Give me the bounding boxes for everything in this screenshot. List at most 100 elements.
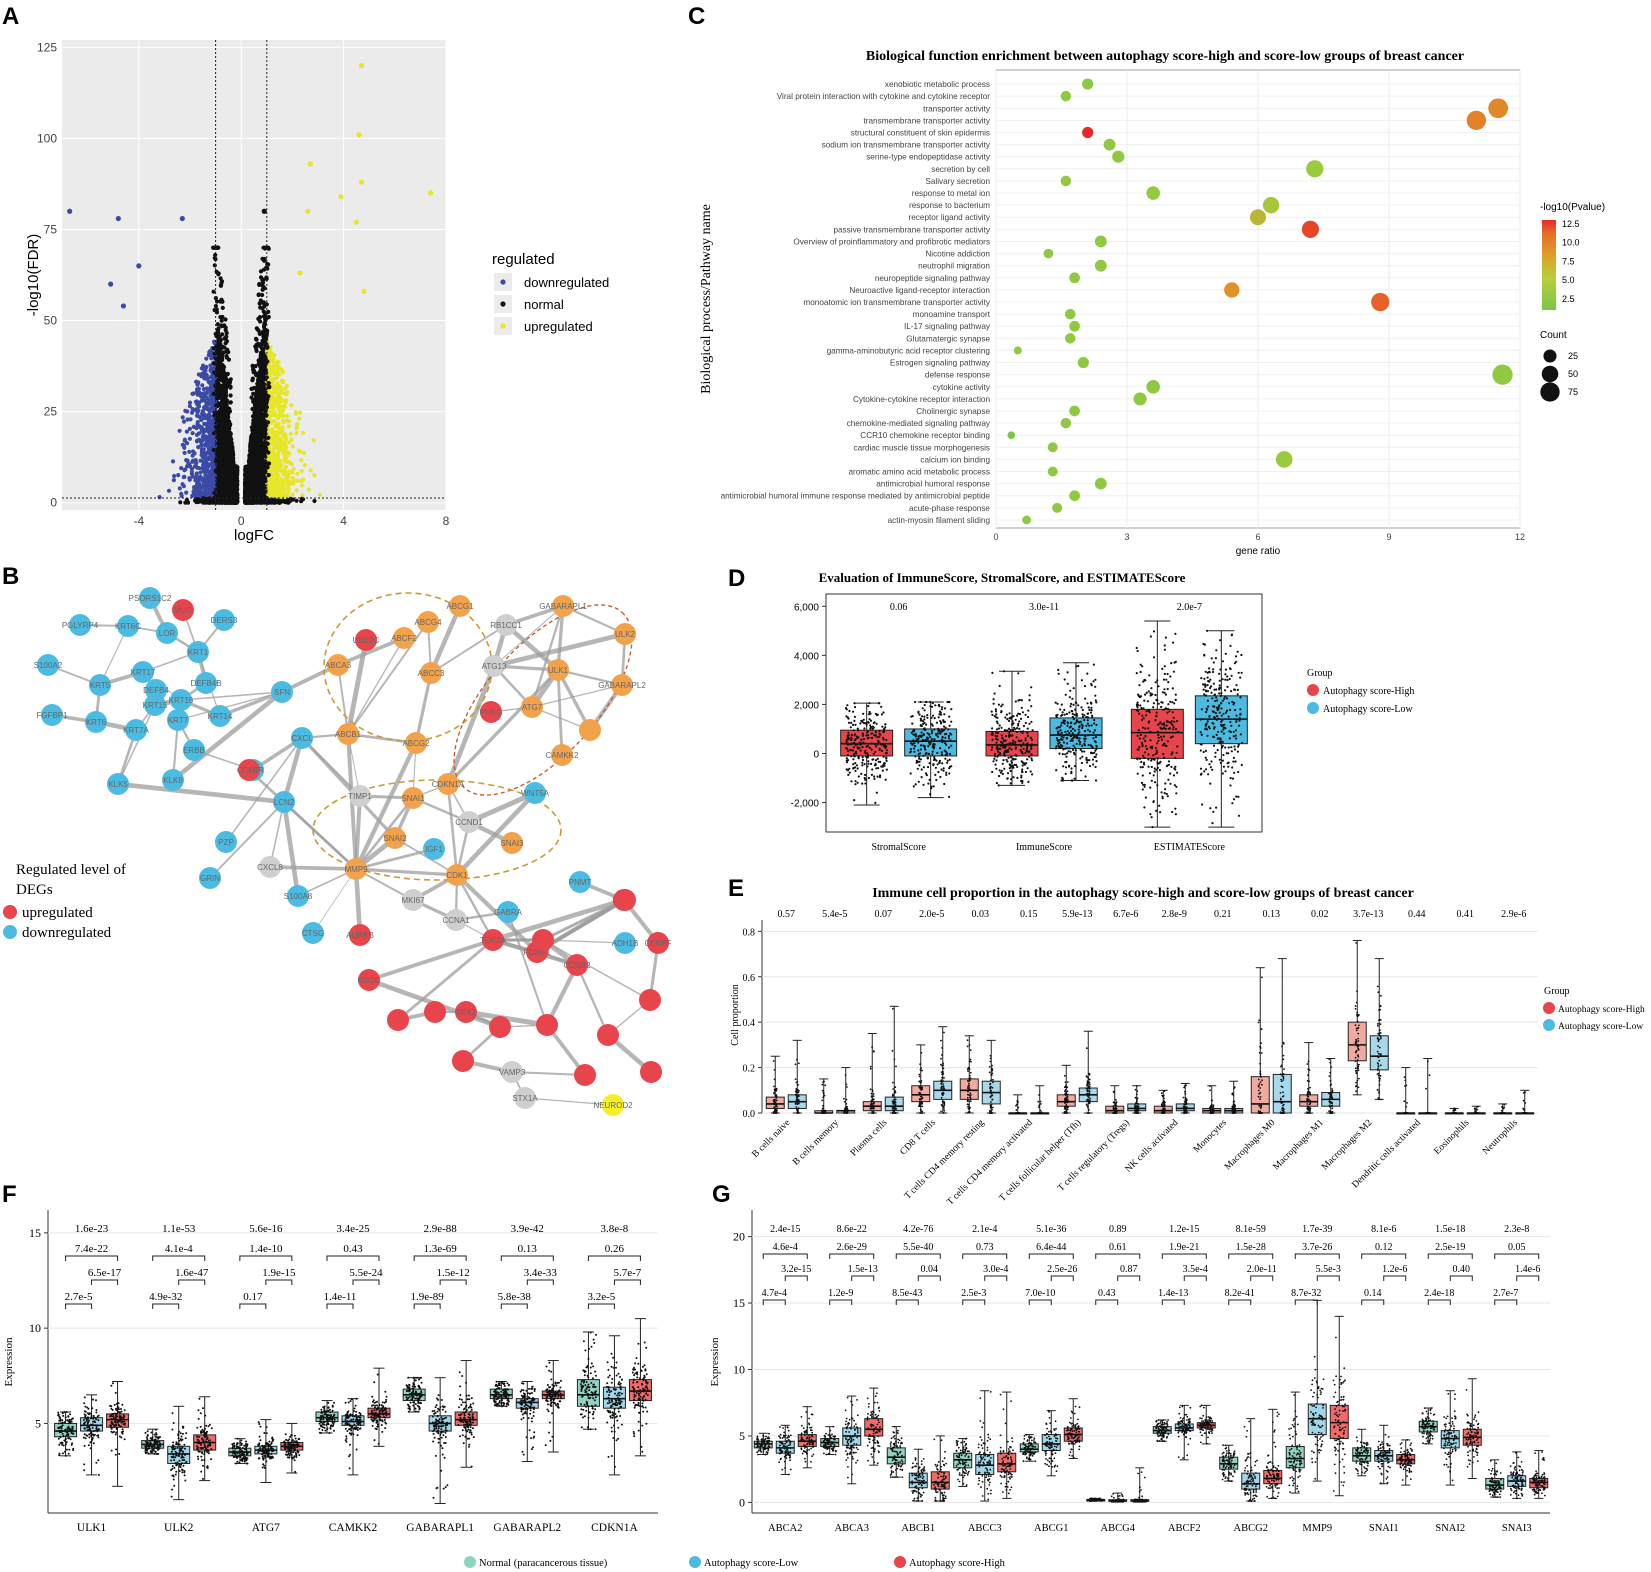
- volcano-point: [194, 426, 199, 431]
- volcano-point: [171, 478, 176, 483]
- panel-letter-d: D: [728, 565, 745, 592]
- volcano-point: [190, 453, 195, 458]
- volcano-point: [187, 436, 192, 441]
- volcano-point: [274, 390, 279, 395]
- volcano-point: [197, 466, 202, 471]
- volcano-point: [183, 467, 188, 472]
- volcano-point: [200, 383, 205, 388]
- volcano-point: [299, 468, 304, 474]
- volcano-point: [299, 496, 304, 501]
- volcano-point: [179, 493, 184, 498]
- volcano-point: [295, 478, 300, 483]
- volcano-point: [177, 486, 182, 491]
- volcano-point: [182, 474, 187, 479]
- volcano-point: [199, 425, 204, 430]
- panel-letter-b: B: [2, 563, 19, 590]
- volcano-point: [287, 419, 292, 424]
- volcano-point: [176, 473, 181, 478]
- volcano-point: [290, 492, 295, 497]
- volcano-point: [207, 402, 212, 407]
- volcano-point: [270, 482, 276, 487]
- volcano-point: [208, 374, 213, 380]
- y-tick-label: 125: [37, 40, 57, 54]
- volcano-point: [185, 409, 190, 414]
- y-tick-label: 50: [44, 314, 58, 328]
- panel-letter-a: A: [2, 3, 19, 30]
- volcano-point: [190, 391, 195, 396]
- volcano-point: [290, 470, 295, 475]
- volcano-point: [207, 349, 213, 354]
- volcano-point: [280, 449, 285, 454]
- volcano-point: [195, 422, 200, 427]
- volcano-point: [199, 447, 204, 452]
- volcano-point: [181, 419, 187, 424]
- volcano-point: [196, 380, 201, 385]
- volcano-point: [271, 446, 276, 451]
- y-tick-label: 0: [50, 496, 57, 510]
- volcano-point: [195, 402, 200, 407]
- volcano-point: [205, 396, 210, 401]
- x-tick-label: 4: [340, 514, 347, 528]
- volcano-point: [276, 365, 281, 370]
- volcano-point: [286, 487, 292, 492]
- volcano-point: [189, 466, 194, 472]
- volcano-point: [193, 498, 198, 503]
- volcano-point: [190, 431, 195, 436]
- volcano-point: [308, 468, 313, 473]
- volcano-point: [206, 436, 211, 441]
- y-tick-label: 75: [44, 222, 58, 236]
- volcano-point: [207, 413, 212, 418]
- volcano-point: [199, 391, 205, 396]
- volcano-point: [281, 380, 286, 385]
- volcano-point: [284, 473, 289, 479]
- volcano-point: [290, 475, 295, 481]
- volcano-point: [200, 485, 205, 490]
- volcano-point: [177, 428, 182, 433]
- volcano-point: [209, 424, 214, 429]
- x-tick-label: -4: [133, 514, 144, 528]
- volcano-point: [184, 490, 189, 495]
- volcano-point: [203, 373, 208, 378]
- volcano-point: [317, 492, 322, 497]
- panel-letter-e: E: [728, 875, 744, 902]
- volcano-point: [272, 471, 277, 476]
- volcano-point: [280, 418, 285, 423]
- volcano-point: [286, 424, 291, 429]
- volcano-point: [267, 365, 272, 371]
- volcano-point: [267, 488, 272, 493]
- volcano-point: [277, 464, 282, 469]
- volcano-point: [207, 409, 212, 415]
- volcano-point: [266, 430, 271, 435]
- volcano-point: [199, 442, 204, 447]
- volcano-point: [281, 430, 286, 435]
- volcano-point: [180, 442, 185, 447]
- volcano-point: [281, 369, 286, 374]
- volcano-point: [301, 430, 306, 435]
- volcano-point: [289, 403, 294, 408]
- volcano-point: [299, 458, 304, 463]
- volcano-point: [295, 422, 300, 427]
- volcano-point: [282, 467, 287, 472]
- volcano-point: [205, 467, 210, 472]
- x-tick-label: 0: [238, 514, 245, 528]
- volcano-point: [204, 386, 209, 391]
- volcano-point: [284, 454, 289, 459]
- volcano-point: [297, 448, 302, 453]
- point-cloud: [157, 245, 322, 505]
- volcano-point: [194, 486, 199, 491]
- volcano-point: [283, 398, 289, 403]
- volcano-point: [195, 481, 200, 486]
- volcano-point: [172, 473, 177, 479]
- volcano-point: [166, 488, 172, 493]
- volcano-point: [288, 431, 293, 437]
- volcano-point: [279, 410, 284, 416]
- volcano-point: [302, 450, 307, 456]
- volcano-point: [285, 390, 290, 395]
- volcano-point: [312, 498, 317, 504]
- volcano-point: [208, 363, 213, 368]
- volcano-point: [276, 421, 281, 426]
- panel-letter-f: F: [2, 1181, 17, 1208]
- volcano-point: [187, 426, 192, 431]
- panel-letter-c: C: [688, 3, 705, 30]
